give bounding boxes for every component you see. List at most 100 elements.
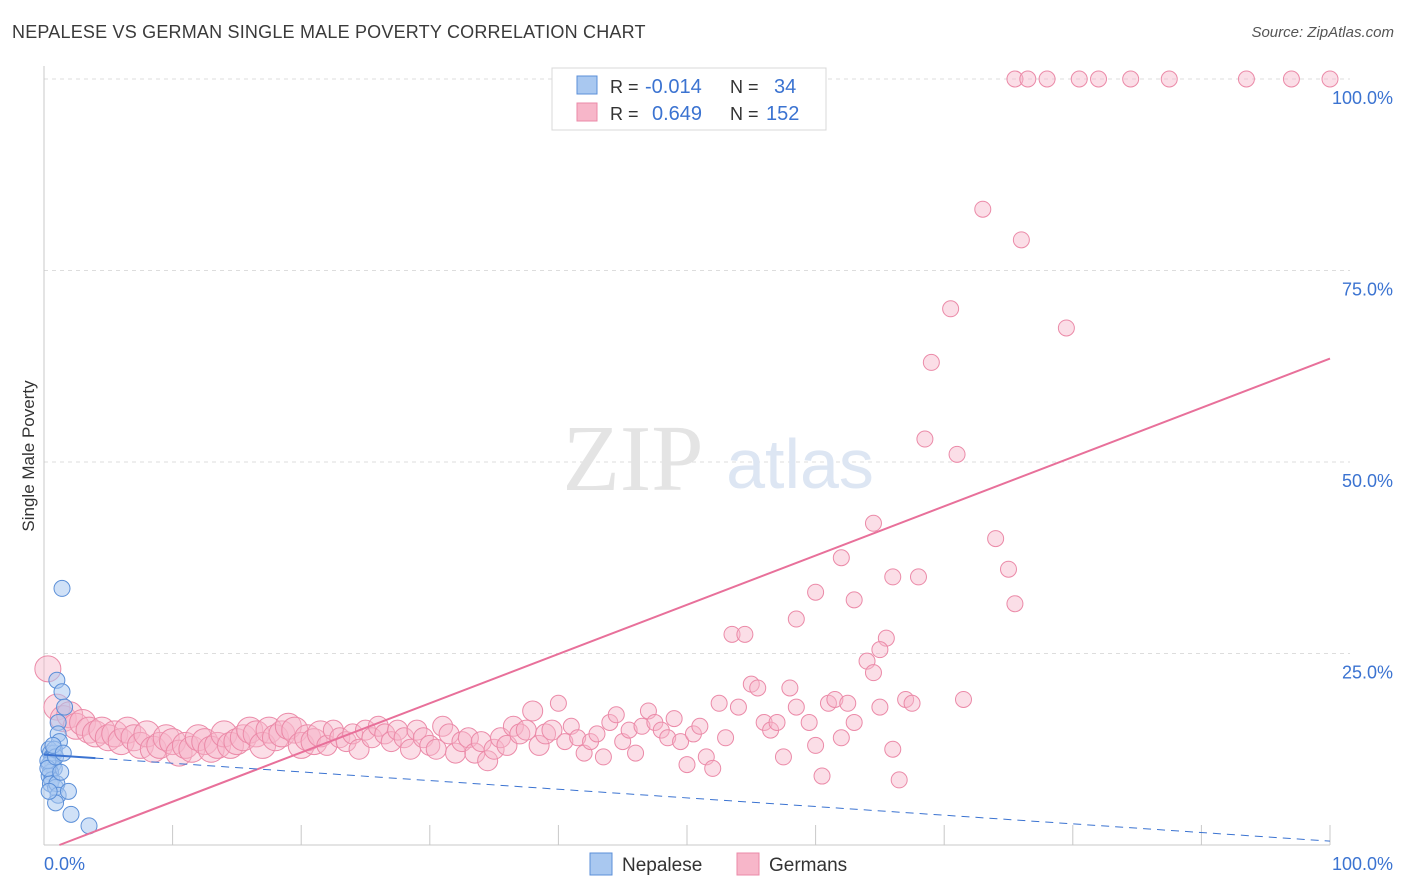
germans-point [1237, 70, 1255, 88]
series-label-germans[interactable]: Germans [769, 855, 847, 876]
germans-point [890, 771, 908, 789]
legend-swatch-germans [576, 102, 598, 122]
axes [43, 66, 1331, 846]
germans-point [832, 549, 850, 567]
germans-point [594, 748, 612, 766]
germans-point [800, 713, 818, 731]
germans-point [845, 713, 863, 731]
germans-point [1160, 70, 1178, 88]
y-axis-label: Single Male Poverty [19, 380, 38, 532]
legend-n-label-1: N = [730, 77, 759, 97]
watermark-zip: ZIP [563, 407, 704, 511]
germans-point [1038, 70, 1056, 88]
germans-point [627, 744, 645, 762]
germans-point [736, 625, 754, 643]
germans-point [787, 698, 805, 716]
germans-point [1000, 560, 1017, 578]
germans-point [884, 740, 902, 758]
x-tick-label: 100.0% [1332, 854, 1393, 874]
germans-point [1006, 595, 1024, 613]
germans-point [807, 736, 825, 754]
germans-point [678, 756, 696, 774]
germans-point [717, 729, 735, 747]
nepalese-point [52, 763, 70, 781]
trend-lines [43, 357, 1331, 846]
series-swatch-nepalese[interactable] [589, 852, 613, 876]
legend-r-value-2: 0.649 [652, 103, 702, 125]
germans-point [556, 733, 574, 751]
grid-lines [44, 78, 1350, 654]
germans-point [1090, 70, 1108, 88]
germans-point [710, 694, 728, 712]
germans-point [987, 530, 1005, 548]
germans-point [1282, 70, 1300, 88]
germans-point [1057, 319, 1075, 337]
germans-trend-line [59, 357, 1331, 846]
germans-point [781, 679, 799, 697]
germans-point [672, 733, 690, 751]
germans-point [787, 610, 805, 628]
germans-point [665, 710, 683, 728]
nepalese-points [39, 579, 98, 835]
y-tick-label: 50.0% [1342, 471, 1393, 491]
germans-point [704, 759, 722, 777]
series-label-nepalese[interactable]: Nepalese [622, 855, 702, 876]
germans-point [909, 568, 927, 586]
y-tick-label: 25.0% [1342, 663, 1393, 683]
source-label: Source: ZipAtlas.com [1251, 24, 1394, 41]
germans-point [916, 430, 934, 448]
germans-point [723, 625, 741, 643]
legend-r-label-1: R = [610, 77, 639, 97]
germans-point [774, 748, 792, 766]
germans-point [483, 738, 505, 760]
germans-point [569, 729, 587, 747]
legend-r-label-2: R = [610, 104, 639, 124]
germans-point [691, 717, 709, 735]
germans-point [807, 583, 825, 601]
nepalese-point [53, 579, 71, 597]
germans-point [948, 445, 966, 463]
chart-title: NEPALESE VS GERMAN SINGLE MALE POVERTY C… [12, 22, 646, 42]
legend-swatch-nepalese [576, 75, 598, 95]
germans-point [1012, 231, 1030, 249]
germans-point [1019, 70, 1037, 88]
germans-point [871, 641, 889, 659]
legend-r-value-1: -0.014 [645, 76, 702, 98]
nepalese-point [40, 782, 58, 800]
germans-point [509, 723, 531, 745]
series-swatch-germans[interactable] [736, 852, 760, 876]
germans-point [588, 725, 606, 743]
germans-point [1122, 70, 1140, 88]
stats-legend: R = -0.014 N = 34 R = 0.649 N = 152 [551, 67, 827, 131]
germans-point [528, 734, 550, 756]
germans-point [903, 694, 921, 712]
tick-labels: 25.0% 50.0% 75.0% 100.0% 0.0% 100.0% [44, 88, 1393, 874]
germans-point [845, 591, 863, 609]
germans-point [942, 300, 960, 318]
legend-n-value-1: 34 [774, 76, 796, 98]
germans-point [522, 700, 544, 722]
germans-point [974, 200, 992, 218]
germans-point [884, 568, 902, 586]
germans-point [659, 729, 677, 747]
germans-point [954, 690, 972, 708]
germans-point [813, 767, 831, 785]
nepalese-point [62, 805, 80, 823]
germans-point [549, 694, 567, 712]
germans-point [1321, 70, 1339, 88]
watermark-atlas: atlas [726, 425, 874, 503]
nepalese-point [59, 782, 77, 800]
germans-point [306, 720, 334, 748]
germans-point [922, 353, 940, 371]
germans-point [445, 742, 467, 764]
germans-point [749, 679, 767, 697]
series-legend: Nepalese Germans [589, 852, 847, 876]
germans-point [419, 734, 441, 756]
germans-point [826, 690, 844, 708]
germans-point [541, 719, 563, 741]
legend-n-value-2: 152 [766, 103, 799, 125]
nepalese-point [54, 744, 72, 762]
germans-point [864, 514, 882, 532]
x-tick-label: 0.0% [44, 854, 85, 874]
